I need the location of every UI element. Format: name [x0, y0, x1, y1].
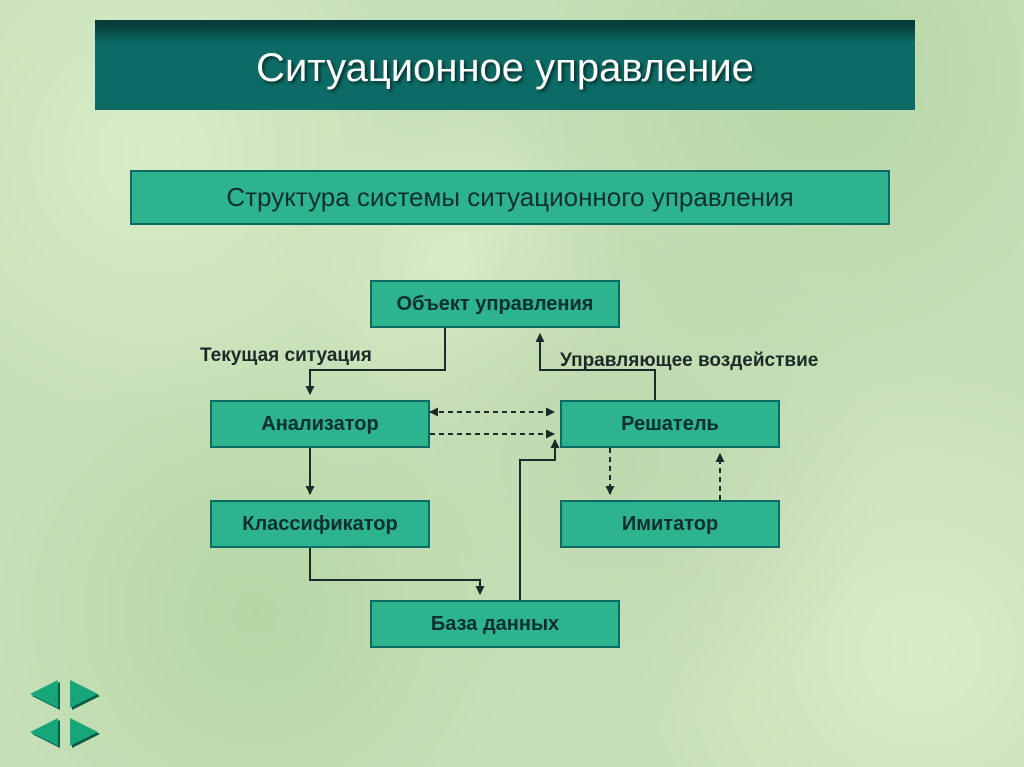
nav-prev-bottom[interactable] — [30, 718, 58, 746]
node-classifier: Классификатор — [210, 500, 430, 548]
node-database-label: База данных — [431, 613, 559, 636]
edge-label-current: Текущая ситуация — [200, 345, 372, 367]
nav-next-top[interactable] — [70, 680, 98, 708]
edges-layer — [0, 0, 1024, 767]
node-classifier-label: Классификатор — [242, 513, 397, 536]
nav-next-bottom[interactable] — [70, 718, 98, 746]
node-solver: Решатель — [560, 400, 780, 448]
title-text: Ситуационное управление — [256, 46, 754, 91]
node-analyzer: Анализатор — [210, 400, 430, 448]
node-solver-label: Решатель — [621, 413, 719, 436]
node-analyzer-label: Анализатор — [261, 413, 378, 436]
node-object-label: Объект управления — [397, 293, 594, 316]
node-imitator-label: Имитатор — [622, 513, 718, 536]
nav-prev-top[interactable] — [30, 680, 58, 708]
node-imitator: Имитатор — [560, 500, 780, 548]
node-object: Объект управления — [370, 280, 620, 328]
slide: Ситуационное управление Структура систем… — [0, 0, 1024, 767]
title-bar: Ситуационное управление — [95, 20, 915, 110]
node-database: База данных — [370, 600, 620, 648]
subtitle-box: Структура системы ситуационного управлен… — [130, 170, 890, 225]
edge-label-control: Управляющее воздействие — [560, 350, 818, 372]
subtitle-text: Структура системы ситуационного управлен… — [226, 182, 793, 213]
